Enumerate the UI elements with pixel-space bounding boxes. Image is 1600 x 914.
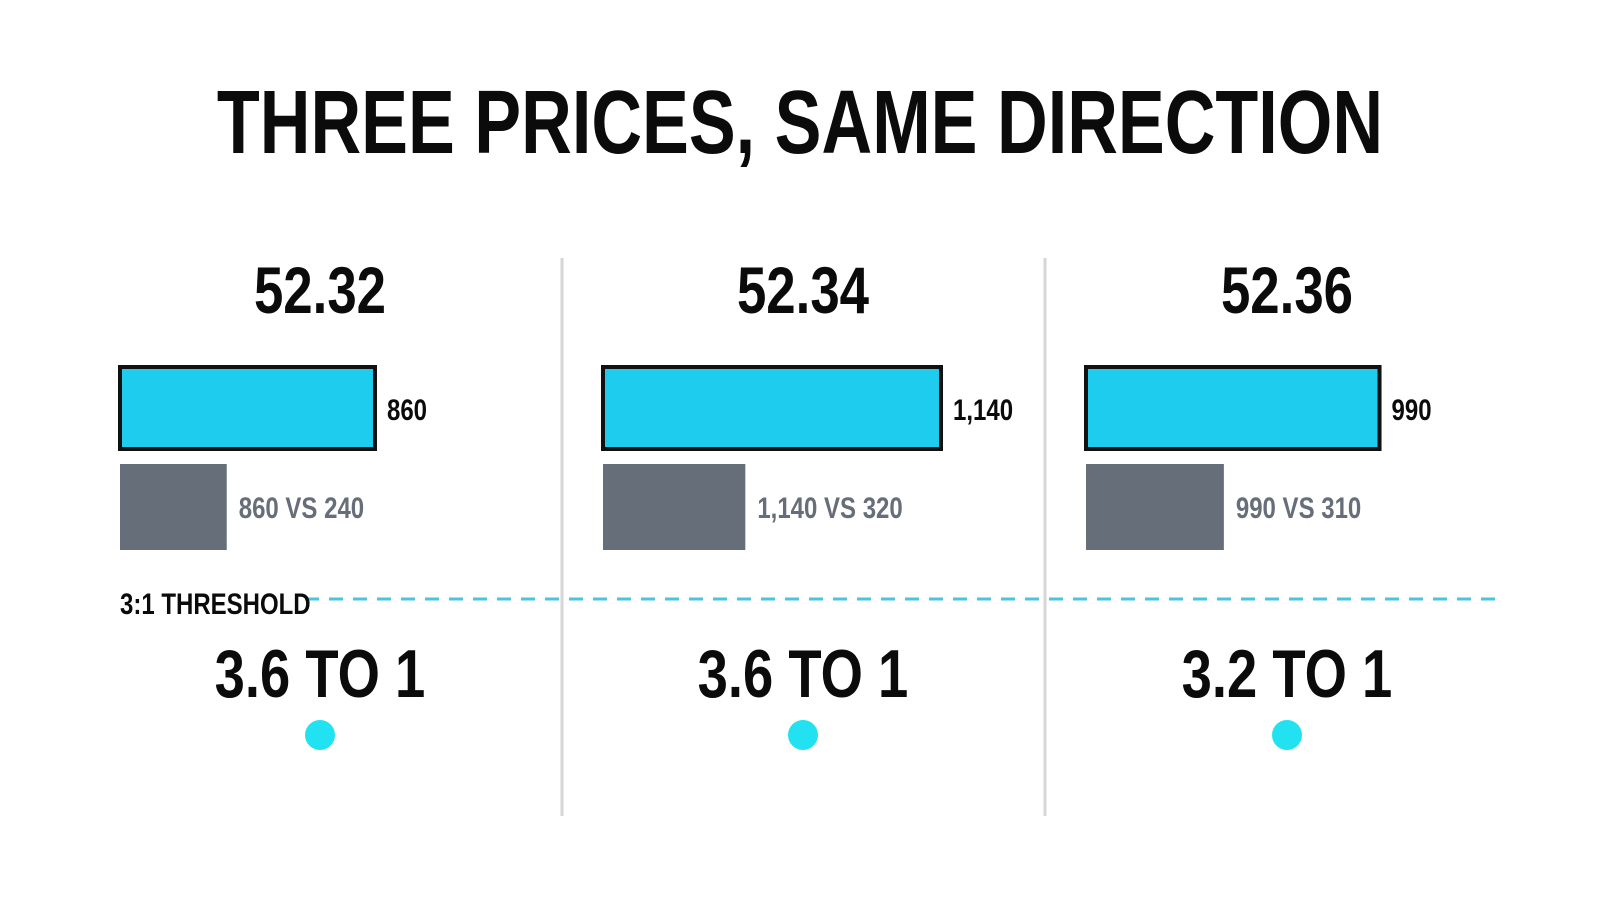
price-label: 52.34 (737, 253, 869, 327)
comparison-label: 990 VS 310 (1236, 490, 1361, 524)
ratio-dot (305, 720, 335, 750)
ratio-label: 3.6 TO 1 (698, 636, 909, 712)
price-label: 52.32 (254, 253, 386, 327)
comparison-label: 1,140 VS 320 (757, 490, 902, 524)
secondary-bar (603, 464, 746, 550)
price-label: 52.36 (1221, 253, 1353, 327)
primary-value-label: 860 (387, 392, 427, 426)
primary-bar (118, 365, 377, 451)
ratio-label: 3.6 TO 1 (215, 636, 426, 712)
primary-value-label: 1,140 (953, 392, 1013, 426)
secondary-bar (120, 464, 227, 550)
ratio-dot (788, 720, 818, 750)
chart-title: THREE PRICES, SAME DIRECTION (216, 73, 1384, 173)
secondary-bar (1086, 464, 1224, 550)
primary-value-label: 990 (1392, 392, 1432, 426)
primary-bar (1084, 365, 1382, 451)
panels-group: 52.32 860 860 VS 240 3.6 TO 1 52.34 1,140 1,14… (118, 253, 1432, 750)
ratio-label: 3.2 TO 1 (1182, 636, 1393, 712)
primary-bar (601, 365, 944, 451)
ratio-dot (1272, 720, 1302, 750)
comparison-label: 860 VS 240 (239, 490, 364, 524)
threshold-label: 3:1 THRESHOLD (120, 586, 311, 620)
